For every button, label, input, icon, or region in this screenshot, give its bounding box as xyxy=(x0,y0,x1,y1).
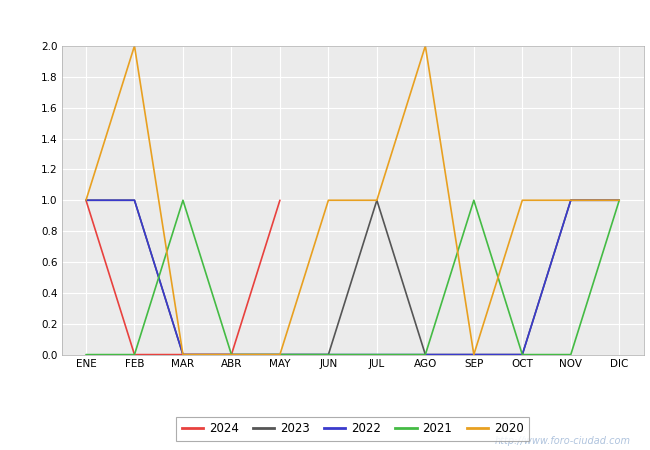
Legend: 2024, 2023, 2022, 2021, 2020: 2024, 2023, 2022, 2021, 2020 xyxy=(176,417,529,441)
Text: Matriculaciones de Vehiculos en Castellfollit de Riubregós: Matriculaciones de Vehiculos en Castellf… xyxy=(114,10,536,27)
Text: http://www.foro-ciudad.com: http://www.foro-ciudad.com xyxy=(495,436,630,446)
